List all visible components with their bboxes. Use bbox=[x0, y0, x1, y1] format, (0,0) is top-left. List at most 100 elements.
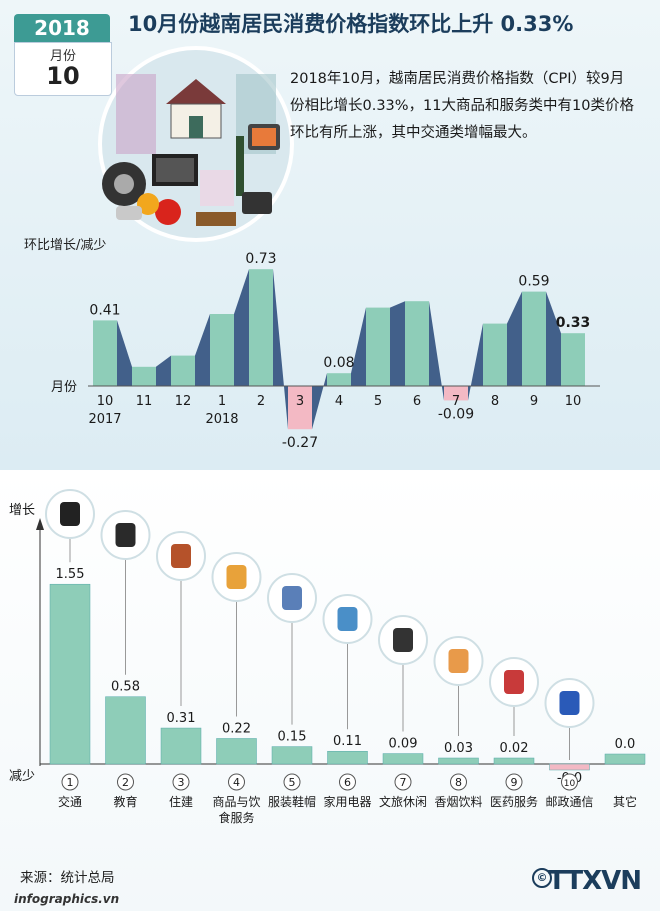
category-number-circle bbox=[450, 773, 467, 791]
category-number: 8 bbox=[455, 776, 462, 789]
category-bar bbox=[604, 753, 646, 765]
month-connector bbox=[312, 373, 327, 430]
month-number: 10 bbox=[46, 62, 80, 90]
category-number: 1 bbox=[67, 776, 74, 789]
category-number: 2 bbox=[122, 776, 129, 789]
month-tick-label: 10 bbox=[97, 394, 114, 409]
month-bar bbox=[405, 301, 429, 386]
monthly-chart-ylabel: 环比增长/减少 bbox=[24, 238, 107, 253]
category-label: 其它 bbox=[613, 794, 637, 809]
clapperboard-icon-glyph bbox=[393, 628, 413, 652]
category-number: 7 bbox=[400, 776, 407, 789]
category-label: 邮政通信 bbox=[545, 795, 593, 809]
category-label-line2: 食服务 bbox=[218, 810, 254, 825]
category-label: 服装鞋帽 bbox=[268, 794, 316, 809]
month-data-label: -0.09 bbox=[438, 406, 474, 422]
month-bar bbox=[288, 386, 312, 430]
month-connector bbox=[507, 291, 522, 386]
month-tick-label: 3 bbox=[296, 394, 304, 409]
category-data-label: 1.55 bbox=[56, 567, 85, 582]
category-bar bbox=[549, 763, 590, 771]
month-tick-label: 11 bbox=[136, 394, 153, 409]
month-connector bbox=[156, 355, 171, 386]
month-data-label: 0.08 bbox=[323, 355, 354, 371]
category-number: 3 bbox=[178, 776, 185, 789]
category-bar bbox=[49, 583, 91, 765]
category-number: 10 bbox=[564, 779, 576, 789]
month-bar bbox=[249, 269, 273, 386]
month-connector bbox=[273, 269, 288, 430]
category-ylabel-top: 增长 bbox=[9, 503, 35, 518]
month-data-label: 0.33 bbox=[556, 315, 591, 331]
month-data-label: 0.59 bbox=[518, 274, 549, 290]
month-tick-label: 1 bbox=[218, 394, 226, 409]
month-calendar: 月份 10 bbox=[14, 42, 112, 96]
category-label: 文旅休闲 bbox=[379, 794, 427, 809]
category-label: 商品与饮 bbox=[212, 794, 260, 809]
month-bar bbox=[210, 314, 234, 386]
antenna-tower-icon-glyph bbox=[559, 691, 580, 715]
intro-paragraph: 2018年10月，越南居民消费价格指数（CPI）较9月份相比增长0.33%，11… bbox=[290, 71, 634, 141]
category-label: 交通 bbox=[58, 794, 82, 809]
category-number-circle bbox=[172, 773, 190, 791]
month-bar bbox=[132, 366, 156, 386]
month-tick-label: 12 bbox=[175, 394, 192, 409]
month-tick-label: 6 bbox=[413, 394, 421, 409]
category-data-label: 0.15 bbox=[278, 730, 307, 745]
category-number-circle bbox=[339, 773, 356, 791]
traffic-light-icon-glyph bbox=[60, 502, 80, 526]
shirt-shoes-icon-glyph bbox=[282, 586, 302, 610]
month-connector bbox=[468, 323, 483, 401]
category-axis-arrow bbox=[36, 518, 44, 530]
month-bar bbox=[171, 355, 195, 386]
month-bar bbox=[483, 323, 507, 386]
category-data-label: 0.58 bbox=[111, 680, 140, 695]
month-data-label: 0.41 bbox=[89, 302, 120, 318]
month-year-label: 2017 bbox=[88, 412, 121, 427]
category-bar bbox=[382, 753, 424, 765]
month-tick-label: 2 bbox=[257, 394, 265, 409]
category-label: 教育 bbox=[113, 794, 137, 809]
month-bar bbox=[561, 333, 585, 386]
category-number-circle bbox=[117, 773, 134, 791]
category-bar bbox=[438, 757, 479, 765]
month-bar bbox=[444, 386, 468, 401]
ttxvn-logo: TTXVN bbox=[548, 866, 642, 896]
category-number-circle bbox=[505, 773, 523, 791]
month-tick-label: 8 bbox=[491, 394, 499, 409]
consumer-goods-illustration bbox=[98, 46, 294, 242]
month-bar bbox=[522, 291, 546, 386]
month-connector bbox=[195, 314, 210, 386]
category-ylabel-bottom: 减少 bbox=[9, 769, 35, 784]
month-bar bbox=[93, 320, 117, 386]
category-number: 6 bbox=[344, 776, 351, 789]
month-tick-label: 10 bbox=[565, 394, 582, 409]
category-bar bbox=[271, 746, 313, 765]
month-tick-label: 9 bbox=[530, 394, 538, 409]
month-connector bbox=[390, 301, 405, 386]
logo-text: TTXVN bbox=[548, 866, 642, 896]
house-icon-glyph bbox=[171, 544, 191, 568]
month-tick-label: 4 bbox=[335, 394, 343, 409]
category-label: 住建 bbox=[169, 795, 193, 809]
source-note: 来源：统计总局 bbox=[20, 870, 115, 886]
month-year-label: 2018 bbox=[205, 412, 238, 427]
month-tick-label: 7 bbox=[452, 394, 460, 409]
page-title: 10月份越南居民消费价格指数环比上升 0.33% bbox=[128, 12, 574, 36]
category-data-label: 0.0 bbox=[615, 737, 636, 752]
graduation-cap-icon-glyph bbox=[115, 523, 136, 547]
month-connector bbox=[546, 291, 561, 386]
medicine-pill-icon-glyph bbox=[504, 670, 524, 694]
category-number-circle bbox=[283, 773, 301, 791]
category-number: 9 bbox=[511, 776, 518, 789]
category-bar bbox=[105, 696, 146, 765]
category-data-label: 0.03 bbox=[444, 741, 473, 756]
month-label: 月份 bbox=[49, 49, 76, 64]
category-data-label: 0.02 bbox=[500, 741, 529, 756]
category-data-label: 0.09 bbox=[389, 737, 418, 752]
month-data-label: -0.27 bbox=[282, 435, 318, 451]
category-bar bbox=[493, 757, 535, 765]
